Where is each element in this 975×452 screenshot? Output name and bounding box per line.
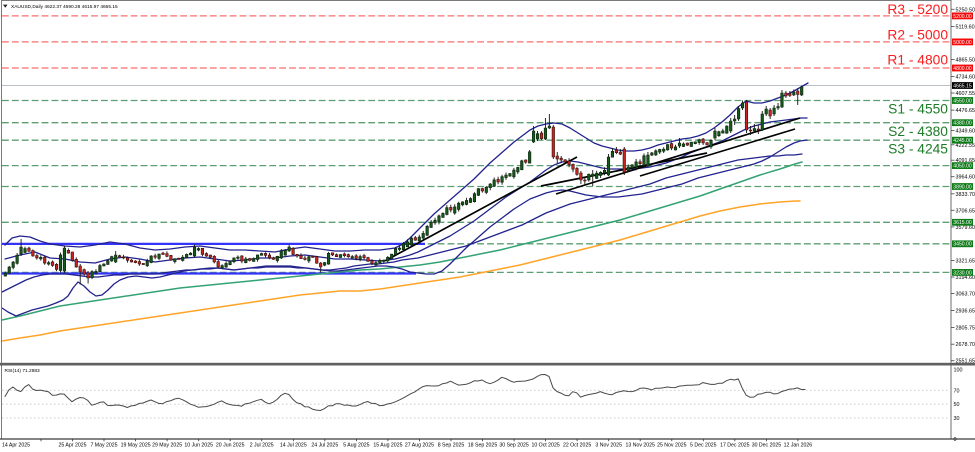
svg-text:RSI(14) 71.2883: RSI(14) 71.2883 [5, 368, 41, 374]
svg-text:3230.00: 3230.00 [953, 270, 972, 276]
svg-text:4865.50: 4865.50 [956, 57, 975, 63]
svg-text:10 Jun 2025: 10 Jun 2025 [184, 443, 213, 449]
svg-text:7 May 2025: 7 May 2025 [90, 443, 117, 449]
svg-text:R1 - 4800: R1 - 4800 [887, 53, 948, 68]
svg-text:4734.60: 4734.60 [956, 75, 975, 81]
svg-text:R3 - 5200: R3 - 5200 [887, 2, 948, 17]
svg-text:4380.00: 4380.00 [953, 121, 972, 127]
svg-text:22 Oct 2025: 22 Oct 2025 [563, 443, 591, 449]
svg-text:3 Nov 2025: 3 Nov 2025 [595, 443, 622, 449]
svg-text:20 Jun 2025: 20 Jun 2025 [216, 443, 245, 449]
svg-text:3321.65: 3321.65 [956, 259, 975, 265]
svg-text:4550.00: 4550.00 [953, 98, 972, 104]
svg-text:0: 0 [954, 437, 957, 443]
svg-text:S1 - 4550: S1 - 4550 [888, 102, 948, 117]
svg-text:3615.00: 3615.00 [953, 220, 972, 226]
svg-text:8 Sep 2025: 8 Sep 2025 [438, 443, 465, 449]
svg-text:XAUUSD,Daily 4622.37 4690.28: XAUUSD,Daily 4622.37 4690.28 4615.97 466… [11, 4, 118, 10]
svg-text:18 Sep 2025: 18 Sep 2025 [468, 443, 498, 449]
svg-text:S3 - 4245: S3 - 4245 [888, 142, 948, 157]
svg-text:R2 - 5000: R2 - 5000 [887, 28, 948, 43]
svg-text:4349.60: 4349.60 [956, 129, 975, 135]
svg-text:14 Apr 2025: 14 Apr 2025 [2, 443, 30, 449]
svg-text:3833.70: 3833.70 [956, 192, 975, 198]
svg-text:4050.00: 4050.00 [953, 164, 972, 170]
svg-text:3579.60: 3579.60 [956, 225, 975, 231]
svg-text:5 Aug 2025: 5 Aug 2025 [343, 443, 369, 449]
svg-text:3063.70: 3063.70 [956, 292, 975, 298]
svg-text:5000.00: 5000.00 [953, 40, 972, 46]
svg-text:3706.65: 3706.65 [956, 208, 975, 214]
svg-text:2 Jul 2025: 2 Jul 2025 [250, 443, 274, 449]
svg-text:5250.50: 5250.50 [956, 7, 975, 13]
svg-text:27 Aug 2025: 27 Aug 2025 [405, 443, 434, 449]
svg-text:4245.00: 4245.00 [953, 138, 972, 144]
svg-text:4222.55: 4222.55 [956, 143, 975, 149]
svg-text:25 Nov 2025: 25 Nov 2025 [657, 443, 687, 449]
svg-text:S2 - 4380: S2 - 4380 [888, 124, 948, 139]
svg-text:2678.70: 2678.70 [956, 342, 975, 348]
svg-text:5200.00: 5200.00 [953, 14, 972, 20]
svg-text:25 Apr 2025: 25 Apr 2025 [59, 443, 87, 449]
svg-text:5119.60: 5119.60 [956, 24, 975, 30]
svg-text:12 Jan 2026: 12 Jan 2026 [784, 443, 813, 449]
svg-text:4665.15: 4665.15 [953, 83, 972, 89]
svg-text:100: 100 [954, 368, 963, 374]
svg-text:4607.55: 4607.55 [956, 91, 975, 97]
svg-text:3450.00: 3450.00 [953, 242, 972, 248]
svg-text:4800.00: 4800.00 [953, 66, 972, 72]
svg-text:30 Sep 2025: 30 Sep 2025 [499, 443, 529, 449]
svg-text:2805.75: 2805.75 [956, 326, 975, 332]
svg-text:19 May 2025: 19 May 2025 [121, 443, 151, 449]
svg-text:15 Aug 2025: 15 Aug 2025 [373, 443, 402, 449]
svg-text:13 Nov 2025: 13 Nov 2025 [625, 443, 655, 449]
svg-text:4091.65: 4091.65 [956, 158, 975, 164]
svg-text:4476.65: 4476.65 [956, 108, 975, 114]
svg-text:30 Dec 2025: 30 Dec 2025 [752, 443, 782, 449]
svg-text:70: 70 [954, 388, 960, 394]
svg-text:3890.00: 3890.00 [953, 184, 972, 190]
svg-text:2936.65: 2936.65 [956, 309, 975, 315]
svg-text:5 Dec 2025: 5 Dec 2025 [690, 443, 717, 449]
svg-text:50: 50 [954, 402, 960, 408]
svg-text:17 Dec 2025: 17 Dec 2025 [720, 443, 750, 449]
svg-text:2551.65: 2551.65 [956, 359, 975, 365]
svg-text:24 Jul 2025: 24 Jul 2025 [311, 443, 338, 449]
svg-text:14 Jul 2025: 14 Jul 2025 [280, 443, 307, 449]
svg-text:29 May 2025: 29 May 2025 [152, 443, 182, 449]
svg-text:3964.60: 3964.60 [956, 175, 975, 181]
svg-text:10 Oct 2025: 10 Oct 2025 [531, 443, 559, 449]
svg-text:3194.60: 3194.60 [956, 275, 975, 281]
svg-text:30: 30 [954, 416, 960, 422]
